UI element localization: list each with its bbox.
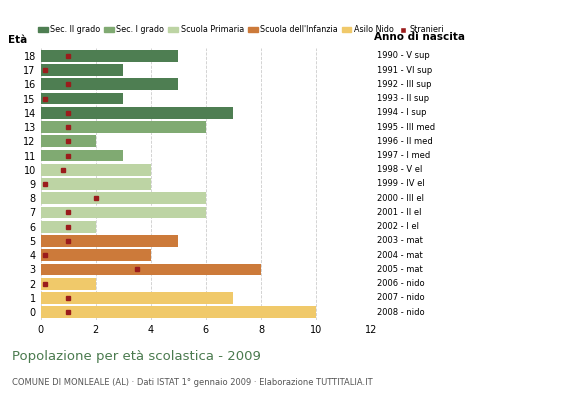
Text: 2007 - nido: 2007 - nido <box>377 294 425 302</box>
Bar <box>41 292 233 304</box>
Bar <box>41 150 123 161</box>
Text: 1998 - V el: 1998 - V el <box>377 165 422 174</box>
Text: 1996 - II med: 1996 - II med <box>377 137 433 146</box>
Text: Età: Età <box>8 35 27 45</box>
Text: 2003 - mat: 2003 - mat <box>377 236 423 246</box>
Text: Popolazione per età scolastica - 2009: Popolazione per età scolastica - 2009 <box>12 350 260 363</box>
Bar <box>41 78 178 90</box>
Bar <box>41 306 316 318</box>
Bar <box>41 50 178 62</box>
Text: 1995 - III med: 1995 - III med <box>377 122 435 132</box>
Text: Anno di nascita: Anno di nascita <box>374 32 465 42</box>
Text: 2008 - nido: 2008 - nido <box>377 308 425 317</box>
Bar <box>41 93 123 104</box>
Text: 2004 - mat: 2004 - mat <box>377 251 423 260</box>
Text: 1997 - I med: 1997 - I med <box>377 151 430 160</box>
Text: COMUNE DI MONLEALE (AL) · Dati ISTAT 1° gennaio 2009 · Elaborazione TUTTITALIA.I: COMUNE DI MONLEALE (AL) · Dati ISTAT 1° … <box>12 378 372 387</box>
Text: 1990 - V sup: 1990 - V sup <box>377 51 430 60</box>
Text: 1991 - VI sup: 1991 - VI sup <box>377 66 432 74</box>
Text: 1993 - II sup: 1993 - II sup <box>377 94 429 103</box>
Bar <box>41 235 178 247</box>
Text: 1994 - I sup: 1994 - I sup <box>377 108 426 117</box>
Bar <box>41 121 206 133</box>
Text: 2006 - nido: 2006 - nido <box>377 279 425 288</box>
Bar <box>41 178 151 190</box>
Text: 2000 - III el: 2000 - III el <box>377 194 424 203</box>
Bar <box>41 64 123 76</box>
Legend: Sec. II grado, Sec. I grado, Scuola Primaria, Scuola dell'Infanzia, Asilo Nido, : Sec. II grado, Sec. I grado, Scuola Prim… <box>38 26 444 34</box>
Bar <box>41 207 206 218</box>
Bar <box>41 221 96 232</box>
Bar <box>41 136 96 147</box>
Bar <box>41 164 151 176</box>
Text: 2005 - mat: 2005 - mat <box>377 265 423 274</box>
Text: 2001 - II el: 2001 - II el <box>377 208 422 217</box>
Text: 1999 - IV el: 1999 - IV el <box>377 180 425 188</box>
Bar <box>41 249 151 261</box>
Text: 2002 - I el: 2002 - I el <box>377 222 419 231</box>
Bar <box>41 278 96 290</box>
Bar <box>41 264 261 275</box>
Bar <box>41 107 233 119</box>
Text: 1992 - III sup: 1992 - III sup <box>377 80 432 89</box>
Bar <box>41 192 206 204</box>
